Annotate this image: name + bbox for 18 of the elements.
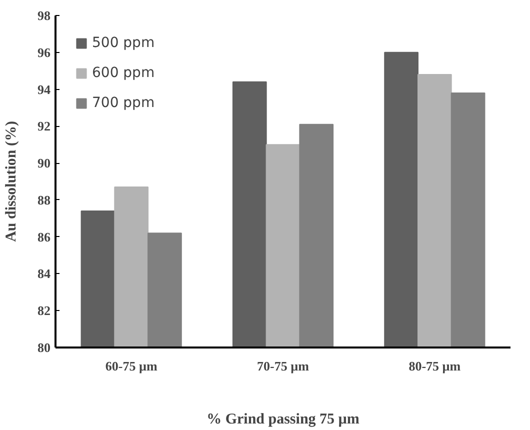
- y-tick-label: 94: [38, 82, 51, 97]
- y-tick-label: 82: [38, 303, 50, 318]
- y-axis-title: Au dissolution (%): [4, 121, 20, 242]
- x-tick-label: 80-75 µm: [408, 358, 461, 374]
- legend-label: 600 ppm: [92, 65, 155, 81]
- y-tick-label: 80: [38, 340, 50, 355]
- y-tick-label: 92: [38, 118, 50, 134]
- y-tick-label: 86: [38, 229, 51, 244]
- x-tick-label: 70-75 µm: [257, 358, 310, 374]
- y-tick-label: 90: [38, 156, 50, 171]
- x-axis-title: % Grind passing 75 µm: [206, 412, 360, 428]
- legend-label: 700 ppm: [92, 95, 155, 111]
- x-tick-label: 60-75 µm: [105, 358, 158, 374]
- y-tick-label: 96: [38, 44, 51, 60]
- y-tick-label: 84: [38, 266, 51, 282]
- legend-label: 500 ppm: [92, 35, 155, 51]
- y-tick-label: 98: [38, 8, 51, 23]
- y-tick-label: 88: [38, 192, 51, 208]
